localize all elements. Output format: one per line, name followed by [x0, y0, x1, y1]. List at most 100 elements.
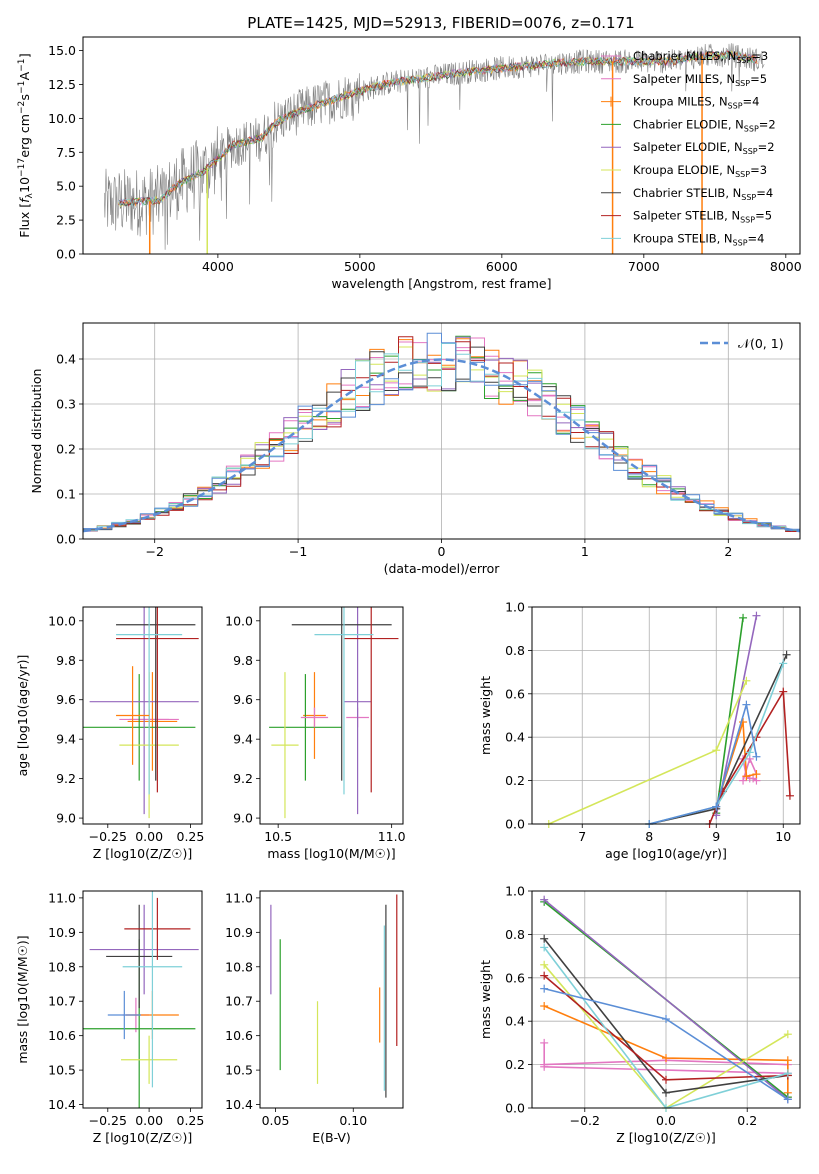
y-axis-label: age [log10(age/yr)]	[15, 655, 30, 777]
x-tick-label: 5000	[344, 259, 376, 274]
figure-title: PLATE=1425, MJD=52913, FIBERID=0076, z=0…	[247, 14, 634, 32]
legend-label: Salpeter ELODIE, NSSP=2	[633, 140, 775, 156]
axes-frame	[260, 607, 403, 824]
x-tick-label: 7000	[628, 259, 660, 274]
y-axis-label: mass weight	[478, 676, 493, 755]
legend-normal-label: 𝒩(0, 1)	[738, 336, 784, 351]
y-tick-label: 9.0	[56, 811, 76, 826]
x-tick-label: 1	[581, 544, 589, 559]
x-tick-label: 6000	[486, 259, 518, 274]
y-tick-label: 0.8	[505, 643, 525, 658]
y-tick-label: 1.0	[505, 600, 525, 615]
x-tick-label: 0.00	[135, 1113, 163, 1128]
legend-count: =4	[743, 95, 760, 109]
y-tick-label: 9.4	[233, 732, 253, 747]
y-tick-label: 0.6	[505, 686, 525, 701]
y-tick-label: 0.0	[56, 532, 76, 547]
y-axis-label: Flux [fλ 10−17 erg cm−2 s−1 A−1 ]	[17, 53, 35, 238]
x-tick-label: −0.2	[570, 1113, 600, 1128]
legend-name: Salpeter ELODIE, N	[633, 140, 743, 154]
y-tick-label: 9.8	[56, 653, 76, 668]
y-tick-label: 0.0	[505, 1101, 525, 1116]
y-label-part: −1	[17, 81, 27, 94]
x-axis-label: Z [log10(Z/Z☉)]	[93, 1130, 193, 1145]
legend-sub: SSP	[733, 238, 748, 247]
y-tick-label: 0.3	[56, 397, 76, 412]
y-tick-label: 0.2	[505, 773, 525, 788]
x-tick-label: 0.25	[177, 1113, 205, 1128]
y-tick-label: 12.5	[48, 77, 76, 92]
y-tick-label: 9.0	[233, 811, 253, 826]
x-tick-label: 9	[712, 829, 720, 844]
legend-count: =2	[759, 117, 776, 131]
legend-name: Chabrier STELIB, N	[633, 186, 741, 200]
axes-frame	[260, 891, 403, 1108]
y-tick-label: 2.5	[56, 213, 76, 228]
x-tick-label: 0.05	[262, 1113, 290, 1128]
x-tick-label: 8000	[770, 259, 802, 274]
legend-count: =4	[748, 231, 765, 245]
legend-name: Salpeter MILES, N	[633, 72, 735, 86]
x-axis-label: E(B-V)	[312, 1130, 351, 1145]
legend-count: =3	[751, 49, 768, 63]
x-axis-label: (data-model)/error	[384, 561, 501, 576]
y-tick-label: 0.4	[505, 1014, 525, 1029]
legend-count: =5	[755, 209, 772, 223]
y-tick-label: 9.2	[233, 771, 253, 786]
legend-name: Kroupa ELODIE, N	[633, 163, 735, 177]
legend-count: =4	[756, 186, 773, 200]
legend-sub: SSP	[741, 193, 756, 202]
y-label-part: −17	[17, 158, 27, 177]
y-tick-label: 10.9	[225, 925, 253, 940]
y-label-part: −2	[17, 101, 27, 114]
y-tick-label: 0.8	[505, 927, 525, 942]
y-tick-label: 11.0	[225, 890, 253, 905]
y-tick-label: 0.1	[56, 487, 76, 502]
y-tick-label: 0.2	[505, 1057, 525, 1072]
y-tick-label: 10.4	[48, 1097, 76, 1112]
legend-sub: SSP	[736, 56, 751, 65]
legend-name: Kroupa MILES, N	[633, 95, 728, 109]
axes-frame	[532, 607, 800, 824]
legend-sub: SSP	[743, 147, 758, 156]
legend-sub: SSP	[728, 102, 743, 111]
x-tick-label: 2	[724, 544, 732, 559]
y-tick-label: 10.8	[225, 959, 253, 974]
y-tick-label: 10.7	[225, 994, 253, 1009]
y-tick-label: 9.8	[233, 653, 253, 668]
legend-name: Chabrier ELODIE, N	[633, 117, 744, 131]
x-tick-label: 0.2	[737, 1113, 757, 1128]
y-tick-label: 10.0	[48, 111, 76, 126]
legend-name: Chabrier MILES, N	[633, 49, 736, 63]
x-axis-label: wavelength [Angstrom, rest frame]	[331, 276, 551, 291]
x-tick-label: 0	[438, 544, 446, 559]
x-axis-label: mass [log10(M/M☉)]	[267, 846, 395, 861]
y-label-part: Flux [	[17, 203, 32, 238]
y-tick-label: 0.0	[56, 247, 76, 262]
y-tick-label: 9.2	[56, 771, 76, 786]
y-label-part: erg cm	[17, 114, 32, 158]
legend-sub: SSP	[735, 170, 750, 179]
y-tick-label: 10.8	[48, 959, 76, 974]
legend-count: =2	[758, 140, 775, 154]
x-tick-label: 0.00	[135, 829, 163, 844]
x-axis-label: Z [log10(Z/Z☉)]	[616, 1130, 716, 1145]
x-tick-label: −0.25	[89, 829, 127, 844]
x-tick-label: 10.5	[264, 829, 292, 844]
x-tick-label: −1	[289, 544, 307, 559]
x-tick-label: 8	[645, 829, 653, 844]
y-tick-label: 5.0	[56, 179, 76, 194]
legend-sub: SSP	[744, 124, 759, 133]
axes-frame	[83, 891, 202, 1108]
y-tick-label: 7.5	[56, 145, 76, 160]
legend-name: Kroupa STELIB, N	[633, 231, 733, 245]
x-tick-label: 0.10	[339, 1113, 367, 1128]
x-tick-label: 0.0	[656, 1113, 676, 1128]
x-tick-label: 4000	[202, 259, 234, 274]
y-tick-label: 1.0	[505, 884, 525, 899]
x-tick-label: 10	[775, 829, 791, 844]
